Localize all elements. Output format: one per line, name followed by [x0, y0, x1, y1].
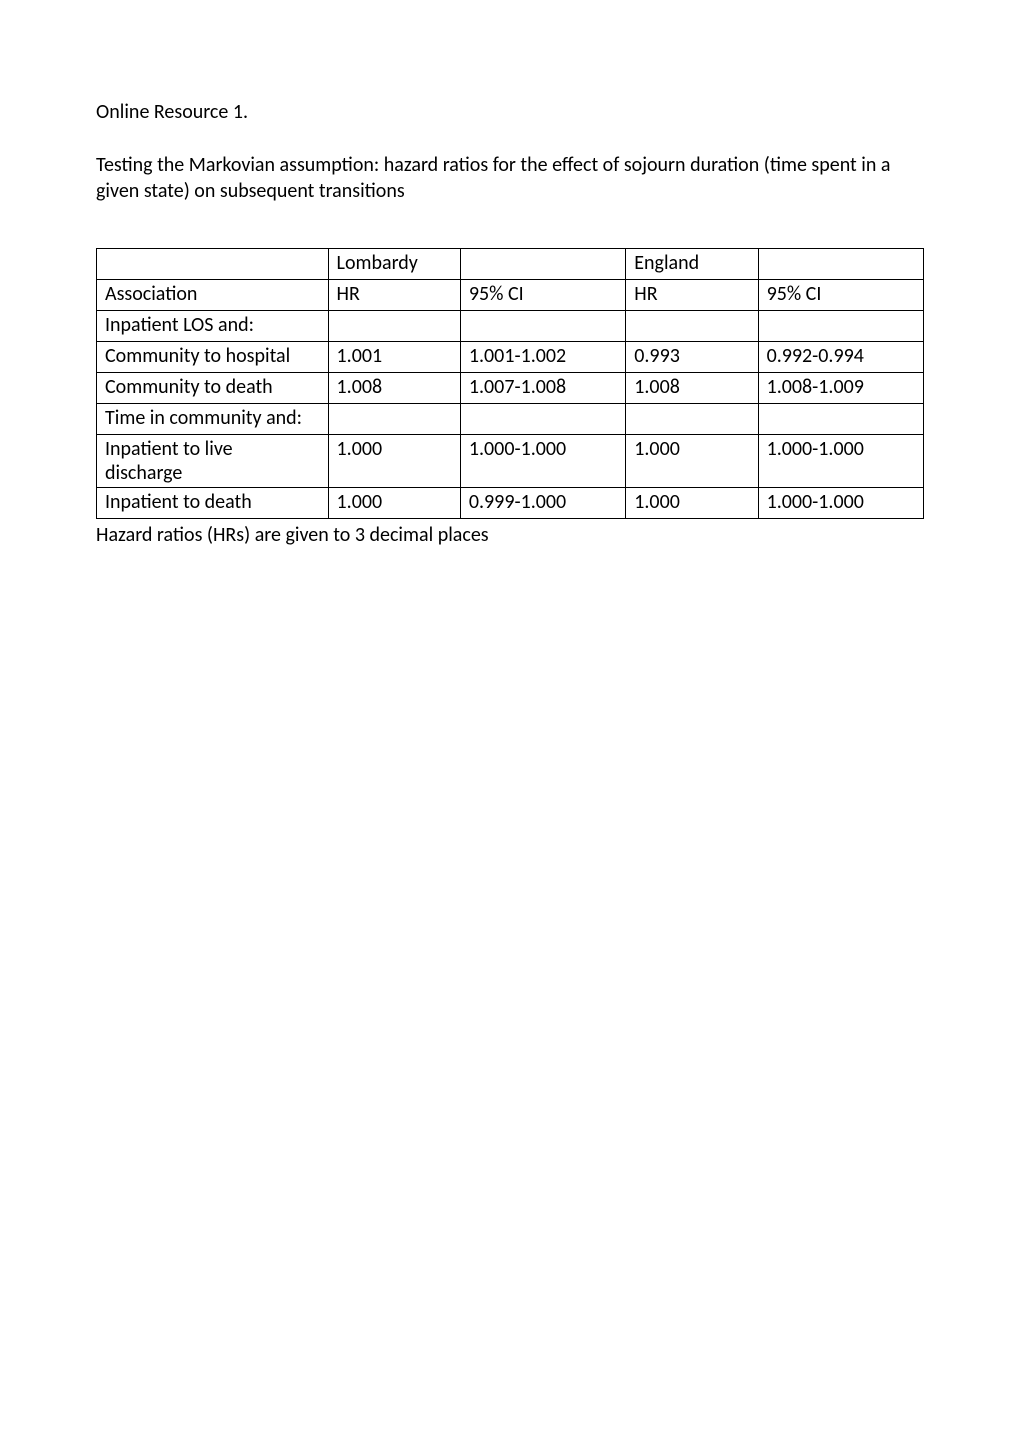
cell-hr-header: HR	[328, 280, 460, 311]
cell-blank	[328, 311, 460, 342]
cell-section-label: Inpatient LOS and:	[97, 311, 329, 342]
cell-blank	[626, 404, 758, 435]
cell-value: 0.992-0.994	[758, 342, 923, 373]
cell-value: 1.001	[328, 342, 460, 373]
cell-label: Community to death	[97, 373, 329, 404]
table-row: Community to hospital 1.001 1.001-1.002 …	[97, 342, 924, 373]
cell-blank	[626, 311, 758, 342]
cell-section-label: Time in community and:	[97, 404, 329, 435]
table-row: Inpatient to death 1.000 0.999-1.000 1.0…	[97, 488, 924, 519]
cell-label: Inpatient to death	[97, 488, 329, 519]
cell-ci-header: 95% CI	[758, 280, 923, 311]
hazard-ratio-table: Lombardy England Association HR 95% CI H…	[96, 248, 924, 519]
cell-blank	[460, 311, 625, 342]
cell-value: 1.000	[328, 435, 460, 488]
cell-value: 1.008	[626, 373, 758, 404]
cell-ci-header: 95% CI	[460, 280, 625, 311]
cell-value: 1.008	[328, 373, 460, 404]
cell-blank	[460, 404, 625, 435]
cell-blank	[328, 404, 460, 435]
cell-lombardy-header: Lombardy	[328, 249, 460, 280]
cell-value: 1.000-1.000	[460, 435, 625, 488]
cell-value: 1.000-1.000	[758, 435, 923, 488]
cell-value: 0.993	[626, 342, 758, 373]
cell-value: 1.007-1.008	[460, 373, 625, 404]
resource-title: Online Resource 1.	[96, 100, 924, 124]
table-row: Association HR 95% CI HR 95% CI	[97, 280, 924, 311]
cell-value: 1.000-1.000	[758, 488, 923, 519]
table-footnote: Hazard ratios (HRs) are given to 3 decim…	[96, 523, 924, 547]
table-row: Inpatient to live discharge 1.000 1.000-…	[97, 435, 924, 488]
cell-blank	[758, 311, 923, 342]
cell-value: 1.000	[626, 435, 758, 488]
cell-blank	[758, 404, 923, 435]
table-row: Lombardy England	[97, 249, 924, 280]
cell-label-line1: Inpatient to live	[105, 437, 233, 461]
cell-association: Association	[97, 280, 329, 311]
cell-value: 1.008-1.009	[758, 373, 923, 404]
cell-label: Community to hospital	[97, 342, 329, 373]
table-row: Inpatient LOS and:	[97, 311, 924, 342]
cell-label: Inpatient to live discharge	[97, 435, 329, 488]
cell-blank	[758, 249, 923, 280]
cell-value: 1.000	[328, 488, 460, 519]
cell-blank	[460, 249, 625, 280]
cell-label-line2: discharge	[105, 461, 182, 485]
cell-england-header: England	[626, 249, 758, 280]
cell-hr-header: HR	[626, 280, 758, 311]
table-row: Community to death 1.008 1.007-1.008 1.0…	[97, 373, 924, 404]
cell-value: 0.999-1.000	[460, 488, 625, 519]
cell-blank	[97, 249, 329, 280]
table-row: Time in community and:	[97, 404, 924, 435]
cell-value: 1.000	[626, 488, 758, 519]
description-paragraph: Testing the Markovian assumption: hazard…	[96, 152, 924, 204]
cell-value: 1.001-1.002	[460, 342, 625, 373]
